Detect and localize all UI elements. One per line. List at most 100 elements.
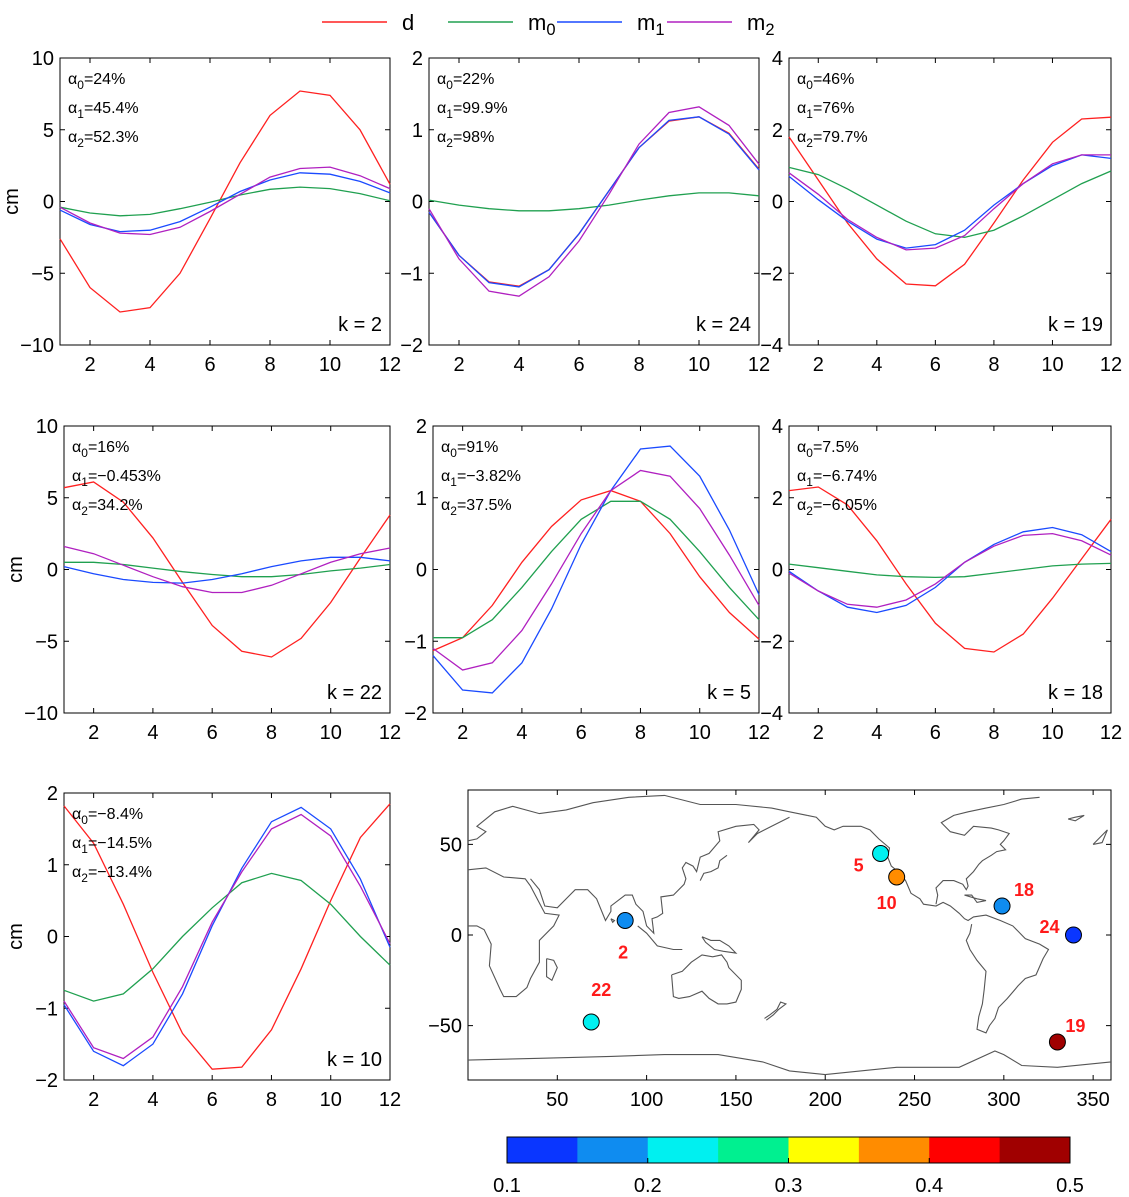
alpha-label: α2=52.3%	[68, 129, 139, 150]
k-label: k = 24	[696, 314, 751, 336]
x-tick-label: 4	[513, 354, 524, 376]
station-label: 2	[618, 943, 628, 963]
station-label: 24	[1039, 917, 1059, 937]
x-tick-label: 8	[266, 722, 277, 744]
alpha-label: α0=22%	[437, 71, 494, 92]
panel-3: 2 4 6 8 10 12 −10 −5 0 5 10 α0=16% α1=−0.453% α2=34.2…	[5, 416, 401, 744]
colorbar-swatch	[858, 1137, 930, 1163]
series-line-m1	[788, 154, 1112, 249]
x-tick-label: 12	[748, 354, 770, 376]
k-label: k = 10	[327, 1049, 382, 1071]
x-tick-label: 6	[573, 354, 584, 376]
coastline-9	[935, 796, 1040, 905]
k-label: k = 19	[1048, 314, 1103, 336]
line-panels: 2 4 6 8 10 12−10−50510α0=24%α1=45.4%α2=52.3%k…	[1, 48, 1122, 1111]
station-label: 18	[1014, 880, 1034, 900]
panel-frame	[63, 792, 391, 1081]
x-tick-label: 4	[871, 722, 882, 744]
colorbar-swatch	[507, 1137, 578, 1163]
map-x-tick-label: 50	[546, 1089, 568, 1111]
colorbar-swatch	[718, 1137, 789, 1163]
station-marker	[888, 868, 906, 886]
y-axis-label: cm	[5, 556, 27, 583]
panel-frame	[59, 57, 391, 346]
station-marker	[1064, 926, 1082, 944]
y-axis-label: cm	[5, 923, 27, 950]
series-line-m1	[432, 445, 760, 694]
legend-label-2: m1	[637, 10, 665, 39]
y-tick-label: −2	[35, 1070, 58, 1092]
colorbar-swatch	[647, 1137, 719, 1163]
series-line-m1	[428, 116, 760, 288]
series-line-m1	[63, 556, 391, 584]
coastline-3	[637, 925, 683, 951]
coastline-15	[467, 1050, 1112, 1076]
alpha-label: α1=−3.82%	[441, 468, 521, 489]
map-y-tick-label: 50	[440, 834, 462, 856]
series-line-m1	[788, 526, 1112, 614]
x-tick-label: 8	[266, 1089, 277, 1111]
series-line-m2	[432, 469, 760, 671]
y-tick-label: 2	[47, 783, 58, 805]
station-label: 19	[1065, 1016, 1085, 1036]
x-tick-label: 8	[988, 722, 999, 744]
series-line-m2	[59, 166, 391, 236]
coastline-0	[467, 794, 808, 842]
map-y-tick-label: −50	[428, 1016, 462, 1038]
x-tick-label: 10	[1041, 722, 1063, 744]
alpha-label: α2=37.5%	[441, 497, 512, 518]
panel-frame	[63, 425, 391, 714]
k-label: k = 5	[707, 682, 751, 704]
legend-label-0: d	[402, 10, 414, 35]
legend-label-1: m0	[528, 10, 556, 39]
k-label: k = 22	[327, 682, 382, 704]
y-tick-label: −2	[404, 703, 427, 725]
panel-frame	[428, 57, 760, 346]
x-tick-label: 8	[633, 354, 644, 376]
alpha-label: α1=−0.453%	[72, 468, 161, 489]
y-tick-label: 4	[772, 416, 783, 438]
y-tick-label: 2	[772, 488, 783, 510]
y-tick-label: 0	[47, 927, 58, 949]
alpha-label: α1=76%	[797, 100, 854, 121]
x-tick-label: 12	[379, 354, 401, 376]
x-tick-label: 2	[813, 354, 824, 376]
x-tick-label: 10	[320, 722, 342, 744]
y-tick-label: −1	[400, 263, 423, 285]
coastline-2	[530, 816, 790, 935]
colorbar-tick-label: 0.3	[775, 1175, 803, 1197]
x-tick-label: 2	[88, 1089, 99, 1111]
panel-6: 2 4 6 8 10 12−2−1012α0=−8.4%α1=−14.5%α2=−13.4…	[5, 783, 401, 1111]
series-line-m0	[64, 561, 391, 578]
series-line-d	[432, 489, 760, 652]
x-tick-label: 12	[379, 722, 401, 744]
series-line-m2	[788, 532, 1112, 608]
series-line-m1	[59, 172, 391, 233]
y-tick-label: 5	[47, 488, 58, 510]
y-tick-label: −5	[31, 263, 54, 285]
series-line-m0	[788, 166, 1112, 239]
panel-0: 2 4 6 8 10 12 −10 −5 0 5 10 α0=24% α1=45.4% α2=52.3% k…	[1, 48, 401, 376]
panel-frame	[788, 57, 1112, 346]
y-tick-label: 0	[772, 560, 783, 582]
x-tick-label: 10	[1041, 354, 1063, 376]
y-tick-label: −2	[760, 263, 783, 285]
y-tick-label: 0	[416, 560, 427, 582]
y-tick-label: 10	[36, 416, 58, 438]
coastline-1	[467, 867, 560, 998]
x-tick-label: 4	[516, 722, 527, 744]
alpha-label: α1=−6.74%	[797, 468, 877, 489]
station-marker	[1048, 1033, 1066, 1051]
series-line-d	[63, 481, 391, 658]
k-label: k = 18	[1048, 682, 1103, 704]
colorbar: 0.1 0.2 0.3 0.4 0.5	[493, 1136, 1084, 1197]
station-label: 5	[854, 855, 864, 875]
alpha-label: α0=46%	[797, 71, 854, 92]
map-x-tick-label: 150	[719, 1089, 752, 1111]
x-tick-label: 6	[207, 722, 218, 744]
alpha-label: α2=79.7%	[797, 129, 868, 150]
x-tick-label: 10	[689, 722, 711, 744]
series-line-m2	[428, 106, 760, 297]
y-tick-label: 0	[43, 192, 54, 214]
